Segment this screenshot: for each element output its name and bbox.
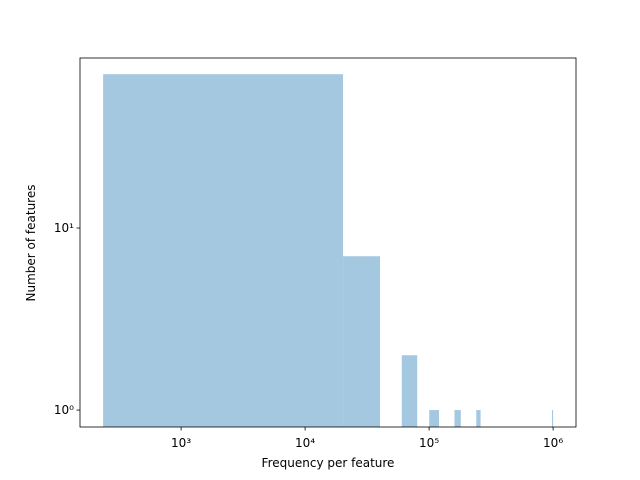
x-tick-label: 10⁴ [295,436,315,450]
y-axis-label: Number of features [24,185,38,302]
bar [103,74,344,427]
axes-frame [79,57,577,428]
x-axis-label: Frequency per feature [262,456,395,470]
x-tick-label: 10⁵ [419,436,439,450]
bar [476,410,481,427]
bar [454,410,461,427]
bar [401,355,418,427]
y-tick-label: 10¹ [54,221,74,235]
x-tick-label: 10⁶ [543,436,563,450]
x-tick-label: 10³ [171,436,191,450]
y-tick-label: 10⁰ [54,403,74,417]
bar [429,410,440,427]
bar [343,256,381,427]
bar [552,410,554,427]
